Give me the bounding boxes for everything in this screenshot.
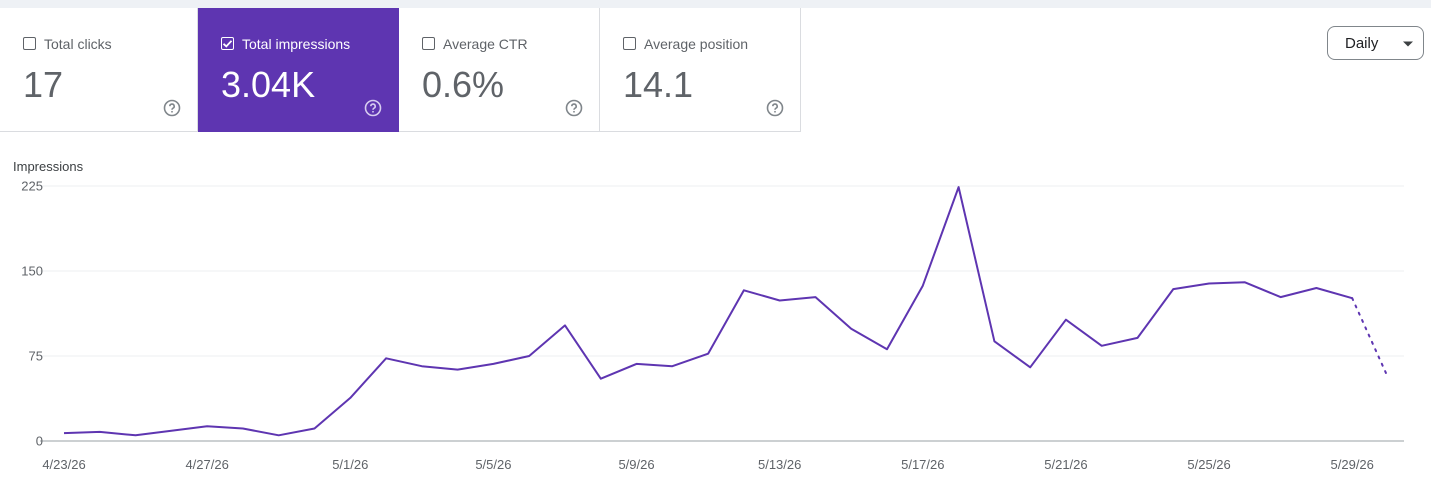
y-tick-label: 150 [21, 264, 43, 279]
checkbox-icon[interactable] [623, 37, 636, 50]
x-tick-label: 4/23/26 [42, 457, 85, 472]
x-tick-label: 5/9/26 [618, 457, 654, 472]
metric-value: 14.1 [623, 64, 694, 105]
metric-card-total-impressions[interactable]: Total impressions 3.04K [198, 8, 399, 132]
metric-card-average-position[interactable]: Average position 14.1 [600, 8, 801, 132]
checkbox-icon[interactable] [23, 37, 36, 50]
metric-cards: Total clicks 17 Total impressions 3.04K … [0, 8, 805, 132]
period-dropdown-label: Daily [1345, 35, 1379, 52]
period-dropdown[interactable]: Daily [1327, 26, 1424, 60]
x-tick-label: 5/29/26 [1331, 457, 1374, 472]
metric-value: 3.04K [221, 64, 316, 105]
top-strip [0, 0, 1431, 8]
metric-value: 17 [23, 64, 64, 105]
check-icon [222, 40, 233, 48]
metric-label: Total impressions [242, 36, 351, 52]
x-tick-label: 5/17/26 [901, 457, 944, 472]
help-circle-icon[interactable] [364, 99, 382, 117]
x-tick-label: 4/27/26 [185, 457, 228, 472]
metric-value: 0.6% [422, 64, 505, 105]
checkbox-icon[interactable] [422, 37, 435, 50]
impressions-series-line [63, 186, 1353, 437]
y-tick-label: 0 [36, 434, 43, 449]
x-tick-label: 5/13/26 [758, 457, 801, 472]
x-tick-label: 5/5/26 [475, 457, 511, 472]
metric-label: Average CTR [443, 36, 528, 52]
help-circle-icon[interactable] [163, 99, 181, 117]
x-tick-label: 5/25/26 [1187, 457, 1230, 472]
chart-title: Impressions [13, 159, 84, 174]
help-circle-icon[interactable] [565, 99, 583, 117]
x-tick-label: 5/1/26 [332, 457, 368, 472]
metric-card-average-ctr[interactable]: Average CTR 0.6% [399, 8, 600, 132]
caret-down-icon [1403, 41, 1413, 47]
metric-label: Total clicks [44, 36, 112, 52]
help-circle-icon[interactable] [766, 99, 784, 117]
metric-label: Average position [644, 36, 749, 52]
x-tick-label: 5/21/26 [1044, 457, 1087, 472]
metric-card-total-clicks[interactable]: Total clicks 17 [0, 8, 198, 132]
y-tick-label: 225 [21, 179, 43, 194]
y-tick-label: 75 [29, 349, 43, 364]
checkbox-checked-icon[interactable] [221, 37, 234, 50]
impressions-partial-segment [1351, 297, 1389, 379]
